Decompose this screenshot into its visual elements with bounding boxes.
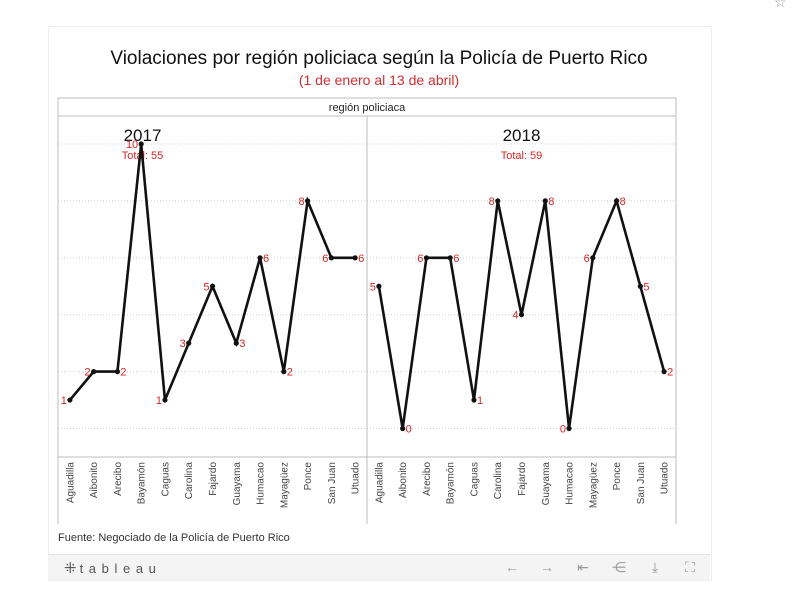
data-point	[233, 340, 239, 346]
x-tick-label: Aguadilla	[374, 462, 385, 504]
data-label: 2	[287, 367, 293, 379]
data-point	[471, 397, 477, 403]
data-point	[328, 255, 334, 261]
data-point	[138, 141, 144, 147]
data-point	[67, 397, 73, 403]
x-tick-label: Mayagüez	[279, 462, 290, 508]
x-tick-label: San Juan	[327, 462, 338, 504]
data-point	[162, 397, 168, 403]
data-point	[661, 369, 667, 375]
column-header: región policiaca	[329, 102, 406, 114]
data-point	[281, 369, 287, 375]
data-label: 3	[180, 338, 186, 350]
source-note: Fuente: Negociado de la Policía de Puert…	[58, 532, 290, 544]
data-point	[542, 198, 548, 204]
x-tick-label: Guayama	[541, 462, 552, 506]
x-tick-label: Carolina	[493, 462, 504, 500]
data-label: 5	[643, 281, 649, 293]
download-icon[interactable]: ⤓	[651, 559, 659, 575]
x-tick-label: Bayamón	[446, 462, 457, 504]
chart-subtitle: (1 de enero al 13 de abril)	[298, 72, 460, 88]
x-tick-label: Fajardo	[208, 462, 219, 496]
tableau-brand-text: t a b l e a u	[79, 561, 157, 576]
data-label: 6	[584, 253, 590, 265]
tableau-logo[interactable]: ⁜ t a b l e a u	[64, 559, 157, 577]
data-label: 1	[156, 395, 162, 407]
data-point	[590, 255, 596, 261]
data-label: 5	[203, 281, 209, 293]
tableau-plus-icon: ⁜	[64, 560, 78, 577]
data-point	[352, 255, 358, 261]
data-point	[613, 198, 620, 204]
x-tick-label: Aibonito	[89, 462, 100, 499]
chart-title: Violaciones por región policiaca según l…	[110, 48, 648, 69]
tableau-toolbar: ⁜ t a b l e a u ← → ⇤ ⋲ ⤓ ⛶	[48, 554, 710, 580]
data-label: 5	[370, 281, 376, 293]
x-tick-label: Humacao	[256, 462, 267, 505]
x-tick-label: Bayamón	[137, 462, 148, 504]
x-tick-label: Mayagüez	[588, 462, 599, 508]
data-label: 3	[239, 338, 245, 350]
x-tick-label: Fajardo	[517, 462, 528, 496]
x-tick-label: Arecibo	[422, 462, 433, 496]
data-label: 0	[406, 424, 412, 436]
data-label: 6	[417, 253, 423, 265]
data-label: 6	[263, 253, 269, 265]
data-point	[304, 198, 311, 204]
redo-icon[interactable]: →	[540, 559, 554, 575]
x-tick-label: Ponce	[612, 462, 623, 491]
data-point	[114, 369, 121, 375]
x-tick-label: Aibonito	[398, 462, 409, 499]
panel-year-2018: 2018	[503, 126, 541, 145]
x-tick-label: Utuado	[351, 462, 362, 495]
fullscreen-icon[interactable]: ⛶	[685, 559, 695, 575]
x-tick-label: Humacao	[565, 462, 576, 505]
data-point	[186, 340, 192, 346]
data-label: 8	[298, 196, 304, 208]
data-label: 10	[126, 139, 138, 151]
data-label: 4	[512, 310, 518, 322]
x-tick-label: San Juan	[636, 462, 647, 504]
data-label: 6	[322, 253, 328, 265]
data-label: 0	[560, 424, 566, 436]
data-point	[447, 255, 453, 261]
data-point	[423, 255, 430, 261]
data-point	[209, 283, 216, 289]
data-point	[495, 198, 501, 204]
data-label: 2	[120, 367, 126, 379]
panel-total-2018: Total: 59	[501, 150, 543, 162]
x-tick-label: Utuado	[660, 462, 671, 495]
x-tick-label: Caguas	[469, 462, 480, 496]
series-line-2017	[68, 143, 356, 401]
x-tick-label: Caguas	[160, 462, 171, 496]
x-tick-label: Ponce	[303, 462, 314, 491]
data-label: 8	[620, 196, 626, 208]
x-tick-label: Guayama	[232, 462, 243, 506]
data-label: 8	[489, 196, 495, 208]
data-label: 6	[358, 253, 364, 265]
x-tick-label: Arecibo	[113, 462, 124, 496]
data-label: 2	[85, 367, 91, 379]
revert-icon[interactable]: ⇤	[577, 559, 589, 575]
viz-container	[48, 26, 712, 581]
x-tick-label: Aguadilla	[65, 462, 76, 504]
data-label: 2	[667, 367, 673, 379]
data-point	[91, 369, 97, 375]
share-icon[interactable]: ⋲	[612, 559, 626, 575]
data-label: 1	[61, 395, 67, 407]
data-point	[400, 425, 406, 432]
data-point	[637, 283, 643, 289]
x-tick-label: Carolina	[184, 462, 195, 500]
data-label: 6	[453, 253, 459, 265]
panel-year-2017: 2017	[124, 126, 162, 145]
data-point	[376, 283, 382, 289]
data-point	[518, 312, 525, 318]
undo-icon[interactable]: ←	[505, 559, 519, 575]
data-label: 1	[477, 395, 483, 407]
data-label: 8	[548, 196, 554, 208]
data-point	[566, 425, 572, 432]
star-icon[interactable]: ☆	[774, 0, 787, 10]
data-point	[257, 255, 263, 261]
